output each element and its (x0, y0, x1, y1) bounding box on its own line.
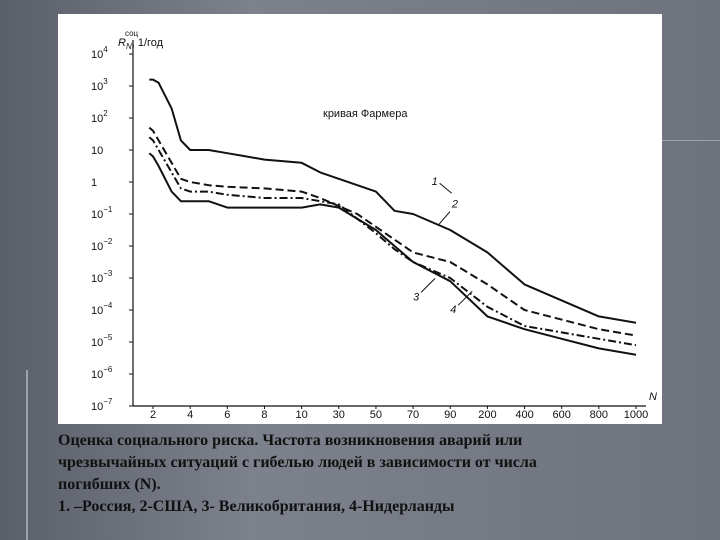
y-tick-base: 10 (91, 401, 103, 413)
y-tick-label: 102 (91, 109, 108, 125)
y-tick-exp: −5 (103, 333, 113, 342)
y-tick-label: 10−3 (91, 269, 113, 285)
curve-label-1: 1 (432, 176, 438, 188)
y-tick-exp: −2 (103, 237, 113, 246)
x-tick-label: 400 (515, 409, 533, 421)
series-line-2 (148, 126, 637, 337)
x-tick-label: 90 (444, 409, 456, 421)
y-tick-base: 10 (91, 369, 103, 381)
y-tick-base: 10 (91, 273, 103, 285)
decor-line-right (660, 140, 720, 141)
farmer-curve-annotation: кривая Фармера (323, 108, 408, 120)
figure-caption: Оценка социального риска. Частота возник… (58, 430, 678, 518)
caption-line: чрезвычайных ситуаций с гибелью людей в … (58, 454, 537, 471)
y-tick-base: 10 (91, 337, 103, 349)
y-tick-exp: −4 (103, 301, 113, 310)
x-tick-label: 8 (261, 409, 267, 421)
curve-label-4: 4 (450, 304, 456, 316)
x-tick-label: 70 (407, 409, 419, 421)
x-tick-label: 800 (590, 409, 608, 421)
chart-series (148, 78, 637, 356)
y-tick-base: 10 (91, 49, 103, 61)
y-tick-label: 10−6 (91, 365, 113, 381)
x-tick-label: 4 (187, 409, 193, 421)
curve-label-leader-2 (437, 211, 451, 226)
y-tick-exp: −7 (103, 397, 113, 406)
series-line-4 (148, 136, 637, 347)
y-tick-exp: −6 (103, 365, 113, 374)
y-tick-base: 10 (91, 81, 103, 93)
y-tick-label: 1 (91, 177, 97, 189)
x-tick-label: 10 (295, 409, 307, 421)
y-tick-exp: −3 (103, 269, 113, 278)
y-axis-label-unit: , 1/год (132, 37, 164, 49)
caption-line: погибших (N). (58, 476, 161, 493)
y-tick-label: 10−1 (91, 205, 113, 221)
curve-label-leader-4 (457, 290, 473, 306)
y-tick-label: 10−2 (91, 237, 113, 253)
y-tick-label: 103 (91, 77, 108, 93)
x-tick-label: 1000 (624, 409, 648, 421)
curve-label-3: 3 (413, 291, 420, 303)
y-tick-base: 10 (91, 113, 103, 125)
caption-line: 1. –Россия, 2-США, 3- Великобритания, 4-… (58, 498, 455, 515)
y-tick-base: 10 (91, 209, 103, 221)
y-tick-base: 10 (91, 145, 103, 157)
y-tick-label: 104 (91, 45, 108, 61)
x-tick-label: 600 (553, 409, 571, 421)
x-tick-label: 50 (370, 409, 382, 421)
series-line-1 (149, 78, 637, 324)
y-tick-exp: 4 (103, 45, 108, 54)
y-tick-base: 1 (91, 177, 97, 189)
y-tick-label: 10−7 (91, 397, 113, 413)
y-tick-exp: −1 (103, 205, 113, 214)
curve-label-leader-3 (420, 278, 436, 293)
caption-line: Оценка социального риска. Частота возник… (58, 432, 523, 449)
y-axis-label-sub: N (126, 42, 132, 51)
y-tick-exp: 3 (103, 77, 108, 86)
series-line-3 (148, 152, 637, 356)
x-tick-label: 30 (333, 409, 345, 421)
curve-label-2: 2 (451, 199, 458, 211)
y-tick-label: 10 (91, 145, 103, 157)
x-tick-label: 2 (150, 409, 156, 421)
chart-ticks: 10410310210110−110−210−310−410−510−610−7… (91, 45, 648, 421)
decor-line-left (26, 370, 28, 540)
x-tick-label: 200 (478, 409, 496, 421)
y-axis-label-sup: соц (125, 29, 139, 38)
curve-label-leader-1 (439, 182, 452, 194)
y-tick-label: 10−4 (91, 301, 113, 317)
y-axis-label-main: R (118, 37, 126, 49)
y-tick-label: 10−5 (91, 333, 113, 349)
x-axis-label: N (649, 391, 657, 403)
y-tick-base: 10 (91, 241, 103, 253)
y-axis-label: RN, 1/год (118, 37, 164, 51)
chart-labels: кривая Фармера 1 2 3 4 (323, 108, 473, 316)
y-tick-exp: 2 (103, 109, 108, 118)
x-tick-label: 6 (224, 409, 230, 421)
y-tick-base: 10 (91, 305, 103, 317)
